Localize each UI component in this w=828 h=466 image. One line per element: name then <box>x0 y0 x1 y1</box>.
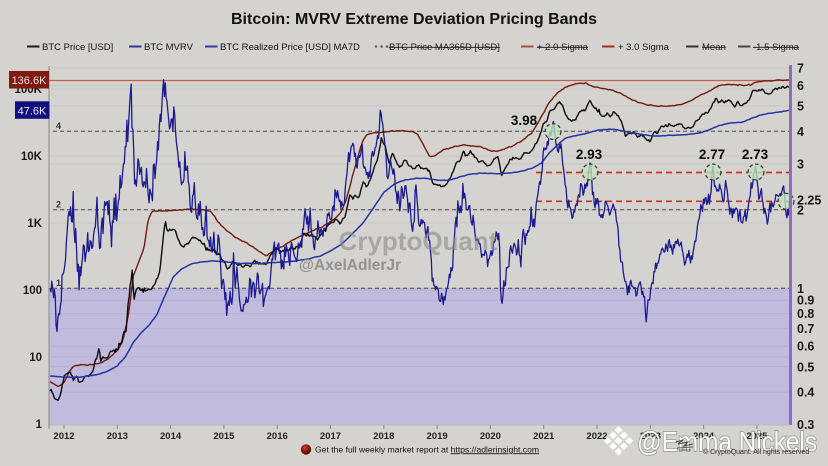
svg-text:2023: 2023 <box>640 431 661 442</box>
svg-text:2016: 2016 <box>267 431 288 442</box>
svg-text:2021: 2021 <box>533 431 555 442</box>
svg-text:Mean: Mean <box>702 42 726 53</box>
svg-text:2024: 2024 <box>693 431 715 442</box>
svg-text:2015: 2015 <box>213 431 235 442</box>
svg-text:0.5: 0.5 <box>797 360 814 374</box>
svg-text:Get the full weekly market rep: Get the full weekly market report at htt… <box>315 444 539 454</box>
svg-text:0.9: 0.9 <box>797 294 814 308</box>
svg-text:@AxelAdlerJr: @AxelAdlerJr <box>299 257 401 274</box>
svg-text:2018: 2018 <box>373 431 394 442</box>
svg-text:2013: 2013 <box>107 431 128 442</box>
svg-text:1: 1 <box>36 419 43 431</box>
svg-text:+ 3.0 Sigma: + 3.0 Sigma <box>618 42 670 53</box>
svg-text:47.6K: 47.6K <box>18 105 47 117</box>
svg-text:10: 10 <box>29 352 42 364</box>
svg-text:2017: 2017 <box>320 431 341 442</box>
svg-text:2.25: 2.25 <box>797 194 821 208</box>
svg-text:2014: 2014 <box>160 431 182 442</box>
svg-text:1K: 1K <box>27 218 42 230</box>
svg-text:2019: 2019 <box>427 431 448 442</box>
svg-text:6: 6 <box>797 79 804 93</box>
svg-text:5: 5 <box>797 100 804 114</box>
svg-text:@Emma Nickels: @Emma Nickels <box>637 426 817 457</box>
svg-text:2.73: 2.73 <box>742 147 769 162</box>
svg-text:0.7: 0.7 <box>797 322 814 336</box>
svg-text:0.8: 0.8 <box>797 307 814 321</box>
svg-text:0.6: 0.6 <box>797 340 814 354</box>
svg-text:0.3: 0.3 <box>797 418 814 432</box>
svg-text:2.93: 2.93 <box>576 147 603 162</box>
svg-text:7: 7 <box>797 61 804 75</box>
svg-text:-1.5 Sigma: -1.5 Sigma <box>753 42 800 53</box>
svg-text:+ 2.0 Sigma: + 2.0 Sigma <box>537 42 589 53</box>
svg-text:2.77: 2.77 <box>699 147 725 162</box>
svg-text:BTC Realized Price [USD] MA7D: BTC Realized Price [USD] MA7D <box>220 42 360 53</box>
svg-text:1: 1 <box>797 282 804 296</box>
svg-text:Bitcoin: MVRV Extreme Deviatio: Bitcoin: MVRV Extreme Deviation Pricing … <box>231 11 597 28</box>
svg-text:BTC Price MA365D [USD]: BTC Price MA365D [USD] <box>389 42 500 53</box>
svg-text:2: 2 <box>797 203 804 217</box>
svg-text:3: 3 <box>797 157 804 171</box>
svg-text:2012: 2012 <box>53 431 74 442</box>
svg-text:4: 4 <box>56 121 61 131</box>
svg-text:@Emma Nickels: @Emma Nickels <box>637 426 817 457</box>
svg-text:© CryptoQuant. All rights rese: © CryptoQuant. All rights reserved <box>703 448 809 456</box>
svg-text:10K: 10K <box>21 151 43 163</box>
svg-text:2020: 2020 <box>480 431 501 442</box>
svg-text:136.6K: 136.6K <box>12 75 48 87</box>
svg-text:4: 4 <box>797 125 804 139</box>
svg-text:CryptoQuant: CryptoQuant <box>339 226 498 256</box>
svg-text:2: 2 <box>56 199 61 209</box>
svg-text:3.98: 3.98 <box>511 113 538 128</box>
svg-text:1: 1 <box>56 278 61 288</box>
svg-text:BTC Price [USD]: BTC Price [USD] <box>42 42 113 53</box>
svg-text:100: 100 <box>23 285 42 297</box>
svg-text:2022: 2022 <box>586 431 607 442</box>
svg-text:BTC MVRV: BTC MVRV <box>144 42 194 53</box>
svg-text:0.4: 0.4 <box>797 386 814 400</box>
svg-text:2025: 2025 <box>746 431 768 442</box>
